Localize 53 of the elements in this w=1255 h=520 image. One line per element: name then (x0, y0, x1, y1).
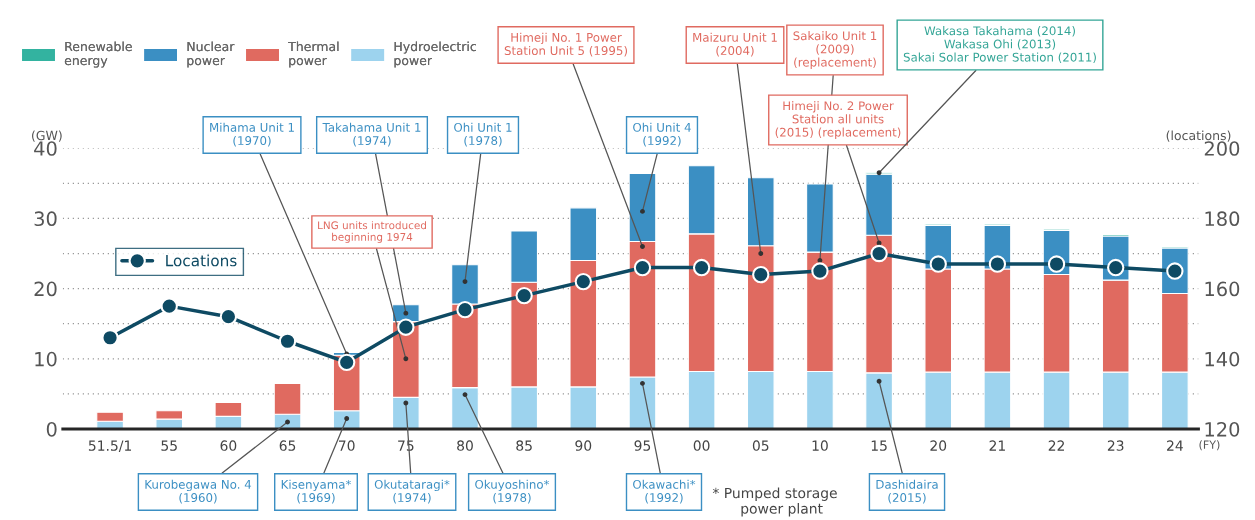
x-tick-label: 15 (871, 440, 887, 451)
annotation: Dashidaira (2015) (876, 479, 938, 504)
x-tick-label: 55 (161, 440, 177, 451)
y-tick-label: 0 (46, 421, 57, 437)
annotation: Wakasa Takahama (2014) Wakasa Ohi (2013) Sakai Solar Power Station (2011) (903, 26, 1096, 64)
annotation: Sakaiko Unit 1 (2009) (replacement) (793, 31, 877, 69)
x-tick-label: 23 (1107, 440, 1124, 451)
x-tick-label: 00 (693, 440, 710, 451)
legend-label: Nuclear power (187, 41, 235, 68)
y2-tick-label: 200 (1204, 141, 1240, 156)
annotation: Himeji No. 2 Power Station all units (2015) (replacement) (775, 101, 901, 139)
y2-tick-label: 160 (1205, 281, 1240, 297)
y2-tick-label: 140 (1205, 351, 1240, 367)
text: * Pumped storage power plant (712, 487, 837, 517)
annotation: Kisenyama* (1969) (281, 479, 352, 504)
x-tick-label: 22 (1048, 440, 1064, 451)
x-tick-label: 65 (279, 440, 296, 451)
x-axis-title: (FY) (1199, 440, 1220, 451)
annotation: Okutataragi* (1974) (374, 479, 450, 504)
annotation: Ohi Unit 4 (1992) (633, 122, 691, 147)
legend-label: Hydroelectric power (394, 41, 476, 68)
legend-label: Thermal power (288, 41, 339, 68)
legend-label: Renewable energy (64, 41, 132, 68)
y-tick-label: 30 (34, 211, 57, 227)
annotation: LNG units introduced beginning 1974 (318, 221, 426, 243)
x-tick-label: 05 (752, 440, 769, 451)
y-axis-title: (GW) (32, 130, 62, 142)
x-tick-label: 20 (930, 440, 947, 451)
x-tick-label: 51.5/1 (88, 440, 132, 452)
legend-label: Locations (166, 254, 237, 267)
annotation: Himeji No. 1 Power Station Unit 5 (1995) (504, 32, 627, 57)
y-tick-label: 10 (35, 351, 57, 367)
x-tick-label: 95 (634, 440, 651, 451)
y-tick-label: 40 (34, 141, 57, 156)
x-tick-label: 60 (220, 440, 237, 451)
annotation: Okuyoshino* (1978) (475, 479, 550, 504)
y2-tick-label: 120 (1205, 421, 1240, 437)
x-tick-label: 24 (1167, 440, 1183, 451)
x-tick-label: 85 (516, 440, 532, 451)
annotation: Maizuru Unit 1 (2004) (693, 32, 777, 57)
x-tick-label: 10 (812, 440, 828, 451)
annotation: Kurobegawa No. 4 (1960) (145, 479, 252, 504)
x-tick-label: 80 (457, 440, 473, 451)
x-tick-label: 70 (339, 440, 355, 451)
x-tick-label: 90 (575, 440, 592, 451)
annotation: Ohi Unit 1 (1978) (454, 122, 512, 147)
annotation: Takahama Unit 1 (1974) (322, 122, 421, 147)
y-tick-label: 20 (34, 281, 57, 297)
y2-tick-label: 180 (1205, 211, 1240, 227)
x-tick-label: 21 (989, 440, 1005, 451)
y2-axis-title: (locations) (1166, 130, 1231, 142)
annotation: Okawachi* (1992) (633, 479, 696, 504)
annotation: Mihama Unit 1 (1970) (210, 122, 294, 147)
